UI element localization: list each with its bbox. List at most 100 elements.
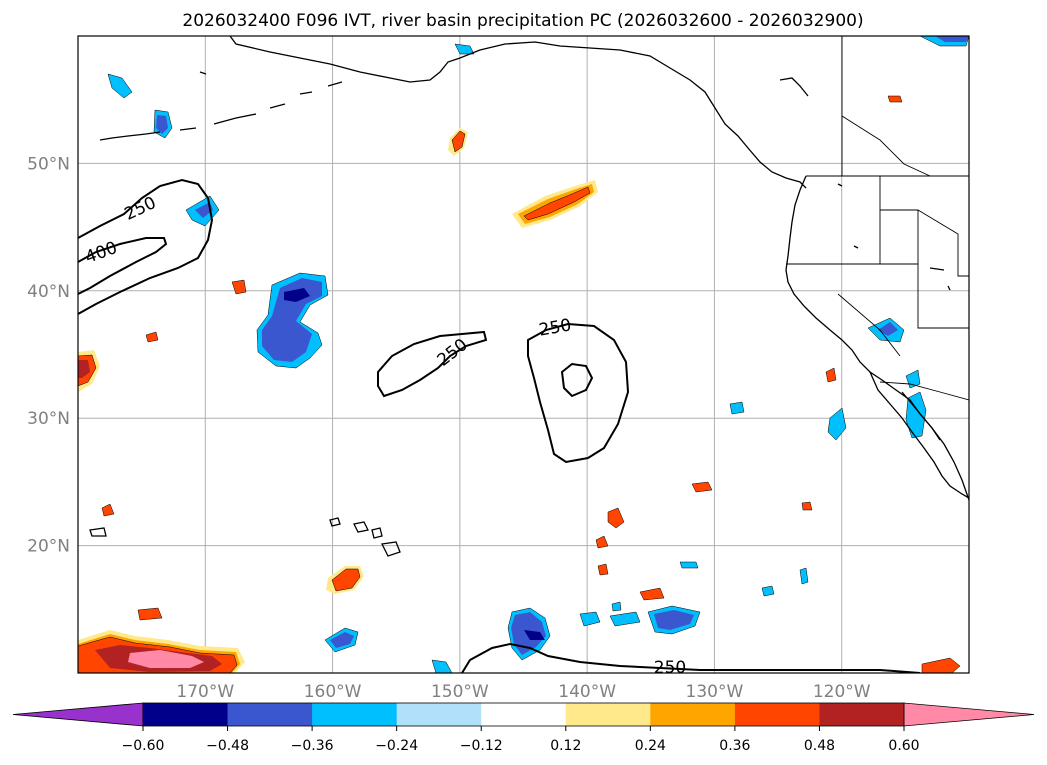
lon-tick-label: 170°W — [176, 682, 234, 702]
pc-region-negative — [827, 407, 847, 441]
colorbar-tick-labels: −0.60 −0.48 −0.36 −0.24 −0.12 0.12 0.24 0.36 0.4… — [122, 726, 920, 754]
pc-region-positive — [921, 657, 961, 673]
colorbar-segment — [227, 703, 313, 726]
pc-region-positive — [523, 186, 591, 221]
lon-tick-label: 150°W — [431, 682, 489, 702]
ivt-contour-label: 250 — [121, 193, 159, 225]
pc-region-negative — [654, 610, 694, 630]
colorbar-over-extension — [903, 702, 1035, 727]
canada-inland-borders — [841, 115, 931, 177]
colorbar-under-extension — [12, 702, 144, 727]
map-frame — [77, 35, 970, 674]
pc-region-positive — [887, 95, 903, 103]
lon-tick-label: 160°W — [304, 682, 362, 702]
pc-region-negative — [431, 659, 453, 673]
colorbar-tick-label: 0.48 — [804, 738, 835, 754]
ivt-contour-250-central — [377, 330, 488, 398]
precip-pc-fills — [78, 36, 969, 673]
pc-region-positive — [801, 501, 813, 511]
pc-region-negative — [156, 115, 168, 134]
pc-region-positive — [78, 360, 90, 378]
pc-region-negative — [878, 322, 898, 336]
pc-region-negative — [761, 585, 775, 597]
ivt-contour-label: 400 — [83, 238, 120, 268]
colorbar-segment — [650, 703, 736, 726]
pc-region-positive — [101, 503, 115, 517]
lon-tick-label: 130°W — [686, 682, 744, 702]
colorbar-segment — [396, 703, 482, 726]
ivt-contours — [78, 178, 921, 673]
baja-california-coast — [869, 371, 969, 499]
colorbar-tick-label: −0.12 — [460, 738, 503, 754]
colorbar-segment — [481, 703, 567, 726]
island-dots — [199, 71, 951, 291]
pc-region-negative — [609, 611, 641, 627]
pc-region-positive — [128, 650, 204, 668]
colorbar-segment — [565, 703, 651, 726]
ivt-contour-labels: 250 400 250 250 250 — [83, 193, 687, 678]
colorbar-segment — [819, 703, 905, 726]
colorbar-tick-label: −0.48 — [206, 738, 249, 754]
ivt-contour-250-south — [461, 642, 921, 673]
latitude-tick-labels: 50°N 40°N 30°N 20°N — [27, 154, 70, 556]
ivt-contour-250-west — [78, 178, 214, 315]
colorbar-tick-label: 0.24 — [635, 738, 666, 754]
lon-tick-label: 140°W — [558, 682, 616, 702]
pc-region-positive — [691, 481, 713, 493]
pc-region-positive — [607, 507, 625, 529]
pc-region-negative — [284, 288, 310, 302]
coastlines — [89, 36, 969, 557]
pc-region-positive — [331, 568, 361, 592]
map-area: 250 400 250 250 250 — [78, 36, 969, 678]
pc-region-negative — [729, 401, 745, 415]
colorbar-segment — [734, 703, 820, 726]
colorbar-tick-label: 0.60 — [888, 738, 919, 754]
colorbar-segment — [312, 703, 398, 726]
gulf-of-california-coast — [901, 391, 941, 441]
colorbar-tick-label: −0.24 — [375, 738, 418, 754]
lat-tick-label: 50°N — [27, 154, 70, 174]
ivt-contour-250-inner — [560, 362, 594, 398]
colorbar-outline — [142, 702, 905, 727]
pc-region-negative — [524, 630, 545, 640]
lat-tick-label: 40°N — [27, 282, 70, 302]
lon-tick-label: 120°W — [813, 682, 871, 702]
colorbar-tick-label: 0.12 — [550, 738, 581, 754]
pc-region-negative — [611, 601, 622, 612]
pc-region-negative — [935, 36, 969, 42]
pc-region-positive — [231, 279, 247, 295]
colorbar-tick-label: −0.60 — [122, 738, 165, 754]
ivt-contour-label: 250 — [537, 315, 572, 340]
ivt-contour-250-east — [527, 322, 630, 464]
lat-tick-label: 30°N — [27, 409, 70, 429]
state-borders — [786, 176, 969, 357]
ivt-contour-label: 250 — [654, 658, 686, 678]
gridlines — [78, 36, 969, 673]
pc-region-negative — [107, 73, 133, 99]
colorbar-tick-label: 0.36 — [719, 738, 750, 754]
pc-region-negative — [262, 278, 322, 362]
pc-region-positive — [451, 130, 466, 153]
ivt-contour-400-west — [78, 237, 168, 295]
pc-region-positive — [137, 607, 163, 621]
pc-region-negative — [454, 43, 475, 55]
hawaiian-islands — [89, 517, 401, 557]
colorbar-segment — [143, 703, 228, 726]
lat-tick-label: 20°N — [27, 537, 70, 557]
colorbar-tick-label: −0.36 — [291, 738, 334, 754]
pc-region-positive — [597, 563, 609, 576]
political-borders — [786, 36, 969, 401]
pc-region-negative — [579, 611, 601, 627]
pc-region-negative — [679, 561, 699, 569]
pc-region-positive — [825, 367, 837, 383]
aleutian-islands — [99, 81, 343, 141]
longitude-tick-labels: 170°W 160°W 150°W 140°W 130°W 120°W — [176, 682, 870, 702]
colorbar — [12, 702, 1035, 727]
pc-region-positive — [145, 331, 159, 343]
pc-region-positive — [595, 535, 609, 549]
pc-region-positive — [639, 587, 665, 601]
pc-region-negative — [799, 567, 809, 585]
us-mexico-border — [879, 381, 969, 401]
pc-region-negative — [905, 369, 921, 389]
